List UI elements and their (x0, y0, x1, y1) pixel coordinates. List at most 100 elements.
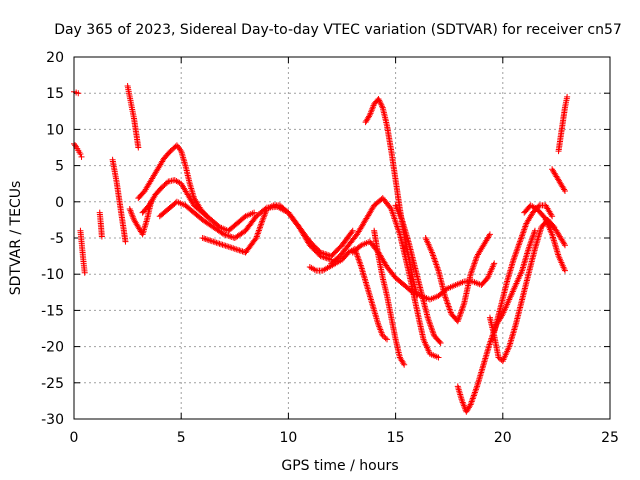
interpolated-points (543, 218, 555, 236)
interpolated-points (158, 207, 171, 219)
data-point (510, 256, 517, 263)
interpolated-points (209, 217, 222, 230)
interpolated-points (380, 196, 394, 211)
interpolated-points (308, 243, 323, 258)
data-point (401, 361, 408, 368)
data-point (564, 93, 571, 100)
interpolated-points (385, 265, 398, 280)
series-arc-06 (124, 82, 142, 151)
interpolated-points (529, 203, 539, 212)
interpolated-points (504, 258, 517, 283)
interpolated-points (354, 218, 368, 236)
interpolated-points (371, 229, 382, 258)
interpolated-points (392, 178, 403, 211)
interpolated-points (78, 240, 86, 254)
interpolated-points (376, 97, 385, 110)
interpolated-points (461, 272, 474, 305)
series-arc-25 (555, 93, 571, 155)
interpolated-points (226, 221, 239, 233)
interpolated-points (455, 385, 465, 403)
interpolated-points (475, 243, 486, 258)
interpolated-points (421, 338, 433, 356)
interpolated-points (388, 207, 403, 236)
interpolated-points (479, 276, 490, 287)
interpolated-points (201, 235, 215, 245)
interpolated-points (235, 214, 248, 226)
interpolated-points (185, 193, 197, 207)
y-tick-label: -10 (41, 267, 64, 283)
data-point (221, 242, 228, 249)
y-tick-label: -20 (41, 340, 64, 356)
series-arc-08 (135, 142, 210, 220)
interpolated-points (183, 203, 196, 215)
interpolated-points (192, 203, 205, 215)
interpolated-points (405, 254, 416, 280)
interpolated-points (286, 211, 302, 229)
interpolated-points (337, 243, 351, 258)
data-point (349, 227, 356, 234)
interpolated-points (526, 229, 538, 251)
series-arc-13 (328, 195, 442, 361)
interpolated-points (243, 214, 259, 233)
interpolated-points (548, 221, 559, 233)
data-point (486, 231, 493, 238)
series-arc-10 (156, 198, 356, 260)
interpolated-points (358, 265, 371, 291)
interpolated-points (464, 403, 473, 414)
interpolated-points (517, 222, 529, 244)
data-point (358, 263, 365, 270)
interpolated-points (222, 242, 237, 252)
interpolated-points (397, 355, 407, 367)
data-point (549, 213, 556, 220)
data-point (78, 153, 85, 160)
series-arc-15 (362, 95, 421, 299)
interpolated-points (179, 182, 190, 196)
y-tick-label: -5 (50, 231, 64, 247)
y-tick-label: 15 (46, 86, 64, 102)
interpolated-points (496, 355, 505, 363)
interpolated-points (525, 247, 538, 276)
interpolated-points (555, 135, 564, 153)
interpolated-points (120, 225, 129, 243)
x-tick-label: 5 (177, 430, 186, 446)
interpolated-points (491, 305, 504, 334)
interpolated-points (162, 149, 173, 161)
interpolated-points (506, 323, 519, 348)
data-point (491, 260, 498, 267)
interpolated-points (425, 316, 437, 338)
interpolated-points (155, 156, 167, 171)
interpolated-points (375, 254, 386, 280)
series-arc-01 (71, 88, 82, 97)
interpolated-points (498, 280, 510, 309)
interpolated-points (340, 229, 355, 247)
interpolated-points (365, 287, 377, 312)
data-point (122, 238, 129, 245)
interpolated-points (549, 232, 562, 258)
interpolated-points (491, 334, 502, 359)
interpolated-points (329, 254, 342, 266)
interpolated-points (393, 275, 406, 287)
interpolated-points (178, 149, 188, 167)
interpolated-points (308, 264, 318, 273)
x-tick-labels: 0 5 10 15 20 25 (70, 430, 619, 446)
data-point (435, 354, 442, 361)
interpolated-points (129, 106, 137, 120)
data-point (561, 242, 568, 249)
interpolated-points (474, 363, 486, 388)
interpolated-points (513, 298, 525, 327)
interpolated-points (500, 345, 512, 363)
interpolated-points (397, 233, 412, 272)
interpolated-points (97, 222, 105, 238)
interpolated-points (376, 250, 390, 269)
interpolated-points (192, 210, 205, 222)
data-point (77, 151, 84, 158)
data-point (375, 95, 382, 102)
interpolated-points (429, 251, 441, 273)
interpolated-points (506, 283, 518, 301)
interpolated-points (384, 124, 394, 153)
interpolated-points (481, 232, 492, 247)
interpolated-points (401, 233, 412, 258)
interpolated-points (166, 177, 177, 185)
interpolated-points (485, 261, 497, 280)
interpolated-points (402, 283, 415, 295)
